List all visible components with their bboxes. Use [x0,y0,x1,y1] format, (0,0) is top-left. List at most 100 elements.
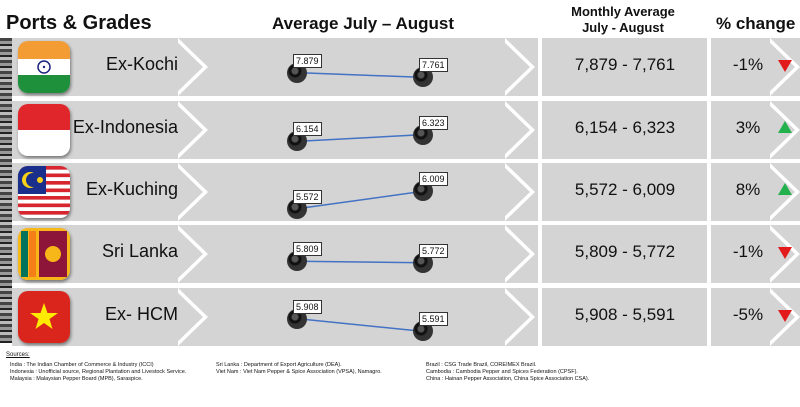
row-divider [707,38,711,96]
row-divider [538,225,542,283]
data-label: 7.879 [293,53,322,68]
sources-col-2: Sri Lanka : Department of Export Agricul… [216,362,382,376]
data-point-marker [287,62,307,83]
row-band [12,101,800,159]
data-point-marker [413,67,433,88]
series-line [296,260,424,264]
monthly-range: 5,809 - 5,772 [574,242,676,261]
vietnam-flag [18,291,70,343]
row-divider [538,288,542,346]
source-item: Sri Lanka : Department of Export Agricul… [216,362,342,368]
row-divider [707,163,711,221]
data-label: 7.761 [419,58,448,73]
series-line [296,190,424,210]
arrow-down-icon [778,60,792,72]
indonesia-flag [18,104,70,156]
pct-change: -1% [732,242,764,261]
row-band [12,38,800,96]
data-point-marker [413,124,433,145]
source-item: Brazil : CSG Trade Brazil, COREIMEX Braz… [426,362,537,368]
data-point-marker [287,131,307,152]
source-item: Viet Nam : Viet Nam Pepper & Spice Assoc… [216,369,382,375]
row-divider [538,101,542,159]
data-label: 5.572 [293,189,322,204]
row-divider [707,225,711,283]
port-name: Ex-Indonesia [72,117,178,137]
table-row: Sri Lanka 5.809 5.772 5,809 - 5,772 -1% [0,225,800,283]
malaysia-flag [18,166,70,218]
source-item: Cambodia : Cambodia Pepper and Spices Fe… [426,369,578,375]
row-band [12,288,800,346]
row-chevron-inner [500,38,530,96]
header-monthly-average: Monthly Average July - August [563,4,683,36]
row-band [12,163,800,221]
data-point-marker [413,181,433,202]
data-point-marker [287,308,307,329]
arrow-down-icon [778,247,792,259]
row-chevron-inner [500,225,530,283]
data-point-marker [413,252,433,273]
row-chevron-inner [173,101,203,159]
table-row: Ex-Kochi 7.879 7.761 7,879 - 7,761 -1% [0,38,800,96]
pct-change: 8% [735,180,761,199]
pct-change: 3% [735,118,761,137]
data-point-marker [413,321,433,342]
row-chevron-inner [173,288,203,346]
table-row: Ex- HCM 5.908 5.591 5,908 - 5,591 -5% [0,288,800,346]
monthly-range: 7,879 - 7,761 [574,55,676,74]
arrow-up-icon [778,121,792,133]
port-name: Ex-Kuching [85,179,178,199]
series-line [296,133,424,143]
row-chevron-inner [173,225,203,283]
data-label: 6.009 [419,172,448,187]
row-chevron-inner [173,163,203,221]
data-label: 5.772 [419,243,448,258]
series-line-chart [296,317,424,333]
arrow-down-icon [778,310,792,322]
data-label: 5.591 [419,312,448,327]
port-name: Sri Lanka [101,241,178,261]
data-label: 5.908 [293,299,322,314]
series-line-chart [296,190,424,210]
header-ports-grades: Ports & Grades [6,12,152,34]
sources-section: Sources: India : The Indian Chamber of C… [6,352,796,382]
row-chevron-inner [173,38,203,96]
data-point-marker [287,251,307,272]
series-line-chart [296,260,424,264]
sources-col-1: India : The Indian Chamber of Commerce &… [10,362,186,383]
port-name: Ex-Kochi [105,54,178,74]
series-line [296,71,424,79]
data-point-marker [287,198,307,219]
table-row: Ex-Kuching 5.572 6.009 5,572 - 6,009 8% [0,163,800,221]
source-item: Indonesia : Unofficial source, Regional … [10,369,187,375]
sri-lanka-flag [18,228,70,280]
pebble-strip [0,38,12,343]
row-divider [538,163,542,221]
row-divider [707,101,711,159]
header-pct-change: % change [716,14,796,33]
source-item: China : Hainan Pepper Association, China… [426,376,590,382]
table-row: Ex-Indonesia 6.154 6.323 6,154 - 6,323 3% [0,101,800,159]
arrow-up-icon [778,183,792,195]
sources-col-3: Brazil : CSG Trade Brazil, COREIMEX Braz… [426,362,589,383]
source-item: India : The Indian Chamber of Commerce &… [10,362,154,368]
series-line-chart [296,71,424,79]
header-average: Average July – August [272,14,455,33]
row-divider [707,288,711,346]
pct-change: -5% [732,305,764,324]
row-chevron-inner [500,163,530,221]
row-divider [538,38,542,96]
pct-change: -1% [732,55,764,74]
row-band [12,225,800,283]
series-line-chart [296,133,424,143]
header-monthly-line1: Monthly Average [571,4,675,19]
monthly-range: 5,572 - 6,009 [574,180,676,199]
data-label: 5.809 [293,242,322,257]
data-label: 6.323 [419,115,448,130]
header-monthly-line2: July - August [582,20,664,35]
monthly-range: 5,908 - 5,591 [574,305,676,324]
row-chevron-inner [500,101,530,159]
port-name: Ex- HCM [105,304,178,324]
data-label: 6.154 [293,122,322,137]
india-flag [18,41,70,93]
